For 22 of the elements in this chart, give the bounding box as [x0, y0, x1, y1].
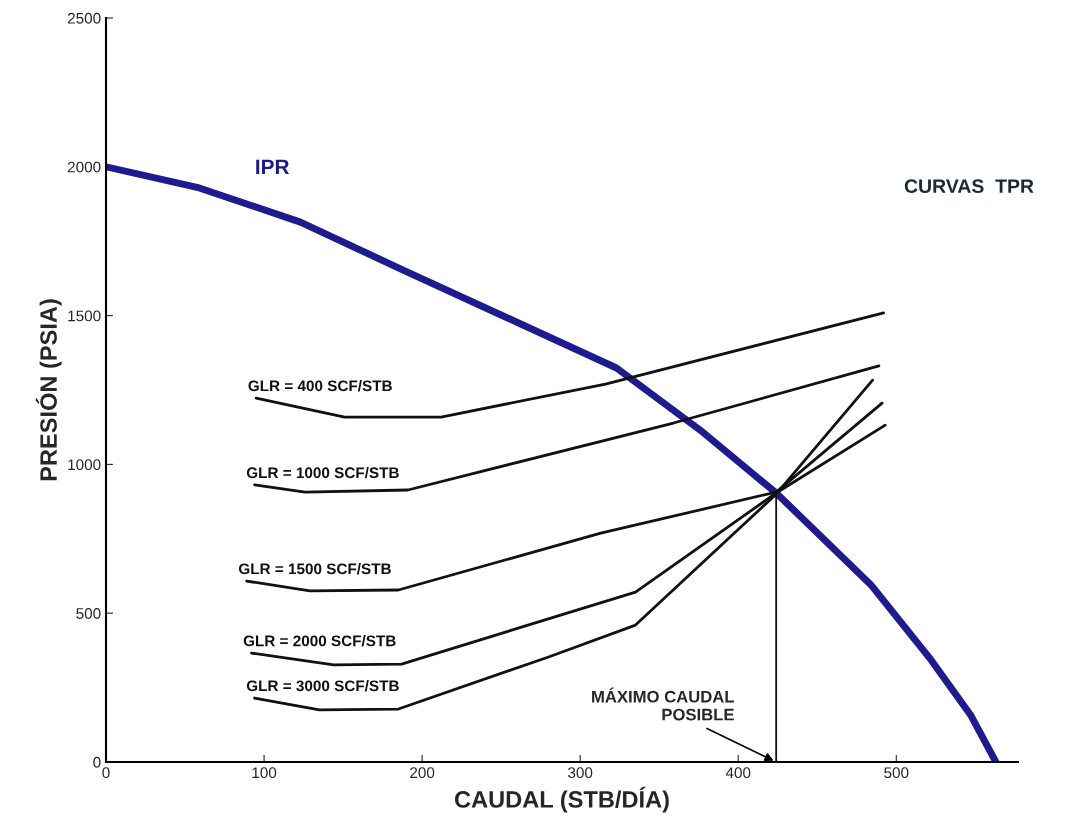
y-tick-label: 500 — [76, 608, 101, 619]
x-tick-label: 500 — [884, 767, 909, 779]
series-label: GLR = 400 SCF/STB — [248, 380, 392, 392]
annotation: MÁXIMO CAUDAL POSIBLE — [592, 687, 734, 721]
series-label: GLR = 1500 SCF/STB — [238, 563, 391, 575]
y-tick-label: 0 — [93, 756, 101, 768]
y-tick-label: 1000 — [68, 459, 101, 471]
annotation: CURVAS TPR — [904, 179, 1034, 194]
series-label: GLR = 1000 SCF/STB — [246, 466, 399, 479]
y-tick-label: 2500 — [67, 12, 101, 24]
y-axis-title: PRESIÓN (PSIA) — [35, 299, 62, 481]
x-tick-label: 200 — [410, 767, 435, 779]
x-tick-label: 400 — [725, 767, 751, 779]
x-tick-label: 0 — [102, 767, 110, 779]
series-label: GLR = 2000 SCF/STB — [243, 635, 396, 647]
x-axis-title: CAUDAL (STB/DÍA) — [454, 786, 669, 813]
x-tick-label: 100 — [252, 767, 277, 779]
series-label: IPR — [256, 159, 290, 175]
y-tick-label: 2000 — [67, 161, 101, 173]
x-tick-label: 300 — [568, 767, 593, 779]
series-label: GLR = 3000 SCF/STB — [246, 680, 399, 692]
y-tick-label: 1500 — [68, 310, 101, 322]
